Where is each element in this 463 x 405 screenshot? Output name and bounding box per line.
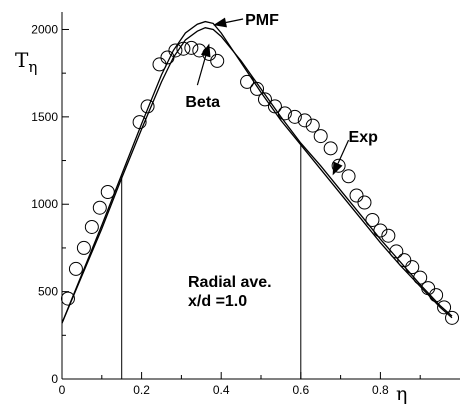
x-tick-label: 0.6 <box>292 383 309 397</box>
y-tick-label: 1000 <box>31 197 58 211</box>
data-point-exp <box>413 270 428 285</box>
data-point-exp <box>257 92 272 107</box>
annotation-arrowhead-pmf <box>213 17 227 28</box>
x-tick-label: 0.8 <box>372 383 389 397</box>
annotation-label-exp: Exp <box>349 129 379 146</box>
axis-ticks: 0 500 1000 1500 2000 0 0.2 0.4 0.6 0.8 <box>31 22 421 397</box>
data-point-exp <box>381 228 396 243</box>
data-point-exp <box>210 53 225 68</box>
annotation-arrowhead-exp <box>332 161 343 176</box>
data-point-exp <box>421 281 436 296</box>
annotation-label-pmf: PMF <box>245 12 279 29</box>
data-point-exp <box>405 260 420 275</box>
y-axis-label-sub: η <box>28 58 37 76</box>
data-point-exp <box>349 188 364 203</box>
data-point-exp <box>397 253 412 268</box>
x-tick-label: 0.4 <box>213 383 230 397</box>
data-point-exp <box>365 212 380 227</box>
data-point-exp <box>429 288 444 303</box>
data-point-exp <box>331 158 346 173</box>
annotation-label-beta: Beta <box>185 94 220 111</box>
x-tick-label: 0 <box>59 383 66 397</box>
data-point-exp <box>389 244 404 259</box>
data-point-exp <box>357 195 372 210</box>
data-point-exp <box>287 109 302 124</box>
data-point-exp <box>184 40 199 55</box>
annotation-arrowhead-beta <box>200 43 211 58</box>
data-point-exp <box>445 310 460 325</box>
x-axis-label: η <box>396 383 407 405</box>
annotation-arrow-exp <box>337 139 350 164</box>
data-point-exp <box>341 169 356 184</box>
data-point-exp <box>68 261 83 276</box>
vertical-lines <box>121 143 302 379</box>
x-tick-label: 0.2 <box>133 383 150 397</box>
data-point-exp <box>84 219 99 234</box>
data-point-exp <box>100 185 115 200</box>
y-tick-label: 500 <box>38 285 58 299</box>
y-tick-label: 2000 <box>31 22 58 36</box>
data-point-exp <box>140 99 155 114</box>
data-point-exp <box>240 74 255 89</box>
y-tick-label: 1500 <box>31 110 58 124</box>
data-point-exp <box>437 300 452 315</box>
y-tick-label: 0 <box>51 372 58 386</box>
data-point-exp <box>313 129 328 144</box>
data-point-exp <box>152 57 167 72</box>
y-axis-label-main: T <box>15 48 29 72</box>
data-point-exp <box>250 81 265 96</box>
data-point-exp <box>76 240 91 255</box>
annotation-arrow-beta <box>196 55 207 86</box>
data-point-exp <box>373 223 388 238</box>
data-point-exp <box>132 115 147 130</box>
annotation-arrow-pmf <box>225 18 244 24</box>
data-point-exp <box>323 141 338 156</box>
data-point-exp <box>277 106 292 121</box>
series-line-beta <box>61 27 453 324</box>
data-point-exp <box>60 291 75 306</box>
data-point-exp <box>168 43 183 58</box>
series-group <box>60 20 460 325</box>
data-point-exp <box>92 200 107 215</box>
text-block-line-2: x/d =1.0 <box>188 293 247 310</box>
text-block-line-1: Radial ave. <box>188 274 272 291</box>
data-point-exp <box>305 118 320 133</box>
data-point-exp <box>176 41 191 56</box>
y-axis-label: Tη <box>15 48 37 76</box>
annotations: PMF Beta Exp <box>185 12 379 176</box>
data-point-exp <box>160 50 175 65</box>
data-point-exp <box>267 99 282 114</box>
data-point-exp <box>297 113 312 128</box>
